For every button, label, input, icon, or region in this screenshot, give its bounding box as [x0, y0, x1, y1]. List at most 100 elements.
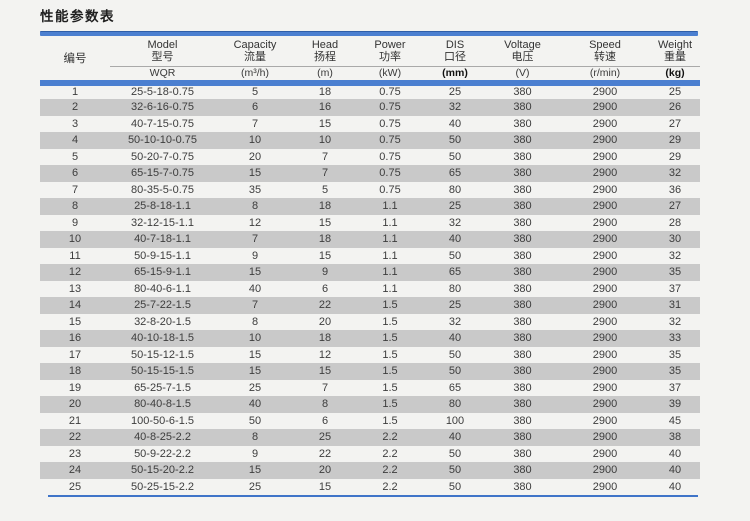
table-row: 14 25-7-22-1.5 7 22 1.5 25 380 2900 31	[40, 297, 700, 314]
cell: 15	[248, 365, 262, 378]
cell: 22	[318, 447, 332, 460]
cell: 50	[448, 447, 462, 460]
table-row: 20 80-40-8-1.5 40 8 1.5 80 380 2900 39	[40, 396, 700, 413]
cell: 0.75	[379, 167, 401, 180]
cell: 380	[513, 249, 532, 262]
cell: 1.1	[382, 200, 398, 213]
column-header-4: Power 功率	[355, 36, 425, 67]
cell: 7	[321, 150, 329, 163]
cell: 18	[318, 86, 332, 99]
cell: 380	[513, 183, 532, 196]
cell: 8	[321, 398, 329, 411]
cell: 24	[68, 464, 82, 477]
cell: 2900	[592, 348, 618, 361]
cell: 2900	[592, 381, 618, 394]
table-row: 10 40-7-18-1.1 7 18 1.1 40 380 2900 30	[40, 231, 700, 248]
cell: 15	[248, 348, 262, 361]
column-unit-7: (r/min)	[560, 66, 650, 86]
cell: 3	[71, 117, 79, 130]
cell: 32-6-16-0.75	[131, 101, 194, 114]
cell: 15	[248, 266, 262, 279]
cell: 2900	[592, 200, 618, 213]
cell: 14	[68, 299, 82, 312]
cell: 1.5	[382, 315, 398, 328]
cell: 9	[321, 266, 329, 279]
cell: 25	[668, 86, 682, 99]
cell: 2900	[592, 266, 618, 279]
cell: 50-9-22-2.2	[134, 447, 191, 460]
cell: 0.75	[379, 86, 401, 99]
cell: 6	[71, 167, 79, 180]
cell: 380	[513, 101, 532, 114]
cell: 39	[668, 398, 682, 411]
header-top-bar	[40, 31, 698, 36]
cell: 80	[448, 183, 462, 196]
cell: 2.2	[382, 480, 398, 493]
table-row: 4 50-10-10-0.75 10 10 0.75 50 380 2900 29	[40, 132, 700, 149]
cell: 0.75	[379, 134, 401, 147]
cell: 38	[668, 431, 682, 444]
cell: 25	[448, 200, 462, 213]
cell: 30	[668, 233, 682, 246]
cell: 50-15-20-2.2	[131, 464, 194, 477]
cell: 50	[448, 365, 462, 378]
column-header-6: Voltage 电压	[485, 36, 560, 67]
cell: 32-12-15-1.1	[131, 216, 194, 229]
cell: 18	[68, 365, 82, 378]
cell: 40-8-25-2.2	[134, 431, 191, 444]
cell: 22	[68, 431, 82, 444]
cell: 20	[248, 150, 262, 163]
cell: 35	[668, 348, 682, 361]
cell: 15	[318, 117, 332, 130]
cell: 40-7-15-0.75	[131, 117, 194, 130]
cell: 16	[68, 332, 82, 345]
cell: 40	[668, 480, 682, 493]
cell: 2900	[592, 299, 618, 312]
cell: 18	[318, 332, 332, 345]
cell: 36	[668, 183, 682, 196]
cell: 25-8-18-1.1	[134, 200, 191, 213]
cell: 50-10-10-0.75	[127, 134, 198, 147]
cell: 35	[668, 365, 682, 378]
cell: 380	[513, 414, 532, 427]
table-row: 18 50-15-15-1.5 15 15 1.5 50 380 2900 35	[40, 363, 700, 380]
cell: 25	[248, 480, 262, 493]
cell: 40-10-18-1.5	[131, 332, 194, 345]
cell: 9	[251, 249, 259, 262]
cell: 2900	[592, 480, 618, 493]
table-row: 9 32-12-15-1.1 12 15 1.1 32 380 2900 28	[40, 215, 700, 232]
cell: 50	[448, 348, 462, 361]
table-row: 19 65-25-7-1.5 25 7 1.5 65 380 2900 37	[40, 380, 700, 397]
cell: 15	[68, 315, 82, 328]
table-row: 17 50-15-12-1.5 15 12 1.5 50 380 2900 35	[40, 347, 700, 364]
cell: 1.5	[382, 348, 398, 361]
cell: 2	[71, 101, 79, 114]
column-unit-4: (kW)	[355, 66, 425, 86]
column-unit-1: WQR	[110, 66, 215, 86]
table-row: 15 32-8-20-1.5 8 20 1.5 32 380 2900 32	[40, 314, 700, 331]
cell: 2.2	[382, 447, 398, 460]
cell: 35	[248, 183, 262, 196]
cell: 380	[513, 216, 532, 229]
cell: 7	[321, 167, 329, 180]
cell: 25	[68, 480, 82, 493]
cell: 380	[513, 86, 532, 99]
table-bottom-line	[48, 495, 698, 497]
cell: 50-15-12-1.5	[131, 348, 194, 361]
cell: 4	[71, 134, 79, 147]
cell: 380	[513, 464, 532, 477]
cell: 8	[251, 315, 259, 328]
column-header-2: Capacity 流量	[215, 36, 295, 67]
cell: 40	[668, 464, 682, 477]
table-row: 21 100-50-6-1.5 50 6 1.5 100 380 2900 45	[40, 413, 700, 430]
parameters-table: 编号 Model 型号 Capacity 流量 Head 扬程 Power 功率 DIS 口径 Vol…	[40, 36, 700, 495]
cell: 380	[513, 150, 532, 163]
cell: 2900	[592, 134, 618, 147]
cell: 16	[318, 101, 332, 114]
cell: 2900	[592, 101, 618, 114]
cell: 15	[248, 464, 262, 477]
cell: 22	[318, 299, 332, 312]
table-header: 编号 Model 型号 Capacity 流量 Head 扬程 Power 功率 DIS 口径 Vol…	[40, 36, 700, 86]
cell: 12	[68, 266, 82, 279]
table-row: 16 40-10-18-1.5 10 18 1.5 40 380 2900 33	[40, 330, 700, 347]
